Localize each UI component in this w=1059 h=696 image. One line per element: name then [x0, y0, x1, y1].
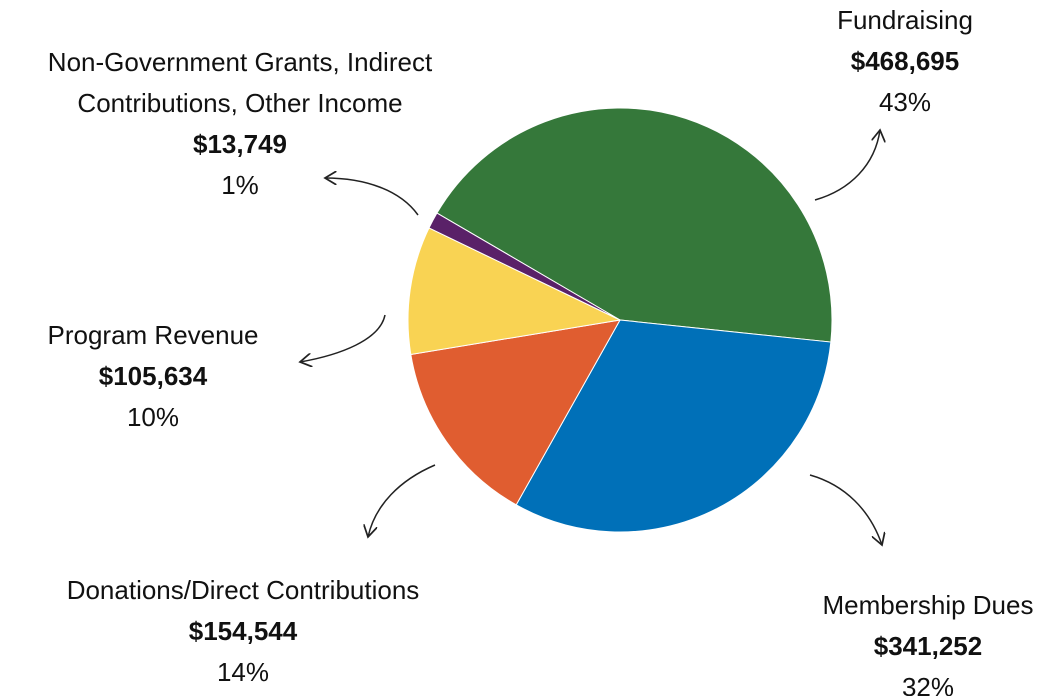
value-label: $341,252 [873, 631, 983, 661]
share-label: 43% [878, 87, 932, 117]
pie-slice [428, 212, 621, 321]
value-label: $13,749 [193, 129, 287, 159]
slice-label: Program Revenue $105,634 10% [3, 315, 303, 438]
share-label: 10% [126, 402, 180, 432]
category-label: Membership Dues [822, 590, 1034, 620]
slice-label: Fundraising $468,695 43% [755, 0, 1055, 123]
arrow [300, 314, 386, 362]
share-label: 1% [221, 170, 259, 200]
value-label: $154,544 [188, 616, 298, 646]
share-label: 14% [216, 657, 270, 687]
slice-label: Donations/Direct Contributions $154,544 … [0, 570, 486, 693]
pie-slice [407, 227, 622, 356]
category-label: Program Revenue [47, 320, 259, 350]
arrow [325, 178, 419, 216]
category-label: Donations/Direct Contributions [66, 575, 420, 605]
arrow [809, 474, 882, 545]
value-label: $468,695 [850, 46, 960, 76]
pie-slice [436, 107, 833, 343]
category-label: Fundraising [837, 5, 973, 35]
slices [407, 107, 833, 533]
slice-label: Membership Dues $341,252 32% [790, 585, 1059, 696]
slice-label: Non-Government Grants, Indirect Contribu… [0, 42, 480, 206]
arrow [368, 464, 436, 537]
pie-slice [410, 319, 621, 506]
pie-slice [515, 319, 832, 533]
category-label: Non-Government Grants, Indirect Contribu… [47, 47, 433, 118]
value-label: $105,634 [98, 361, 208, 391]
arrow [814, 130, 880, 201]
share-label: 32% [901, 672, 955, 696]
